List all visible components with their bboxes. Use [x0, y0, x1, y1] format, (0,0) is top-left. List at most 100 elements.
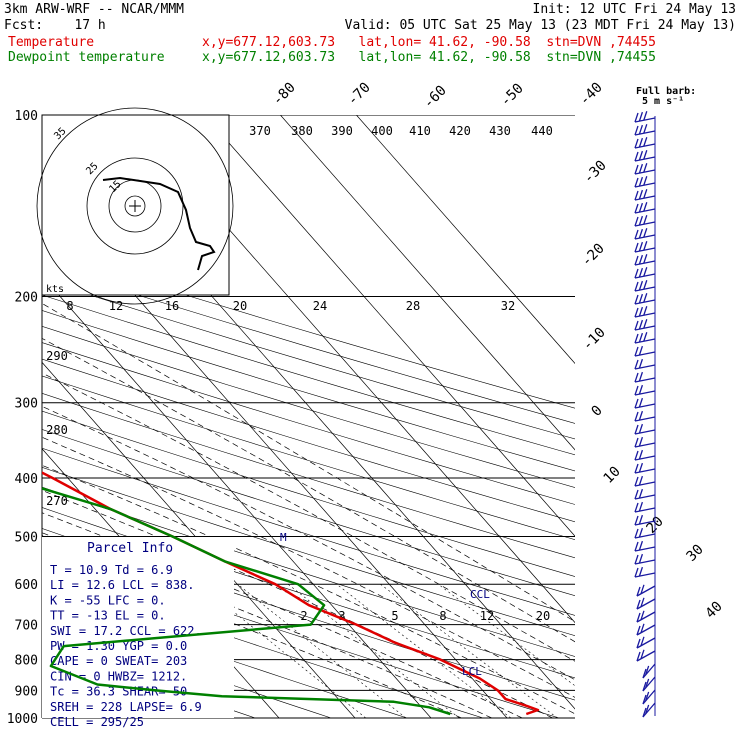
pressure-tick-label: 1000: [7, 712, 38, 727]
wind-barb-flag: [638, 267, 644, 278]
wind-barb-staff: [642, 702, 656, 718]
wind-barb: [634, 306, 656, 318]
isotherm-label: -20: [579, 241, 608, 270]
mixing-ratio-label: 24: [313, 299, 327, 313]
wind-barb-flag: [634, 164, 639, 175]
wind-barb-flag: [638, 163, 644, 174]
wind-barb-staff: [642, 676, 656, 692]
wind-barb: [634, 228, 656, 240]
moist-adiabat-line: [42, 464, 575, 715]
dry-adiabat-line: [42, 250, 575, 409]
wind-barb-staff: [634, 468, 656, 474]
wind-barb: [636, 623, 656, 636]
wind-barb-flag: [643, 163, 648, 173]
wind-barb-flag: [634, 554, 639, 565]
wind-barb: [634, 514, 656, 526]
wind-barb-staff: [636, 624, 656, 636]
isotherm-label: -10: [580, 325, 609, 354]
pressure-tick-label: 900: [15, 684, 38, 699]
wind-barb-staff: [634, 299, 656, 305]
wind-barb-flag: [638, 228, 644, 239]
wind-barb-flag: [645, 691, 650, 702]
wind-barb-flag: [634, 216, 639, 227]
wind-barb: [634, 501, 656, 513]
moist-adiabat-line: [42, 405, 575, 681]
wind-barb: [634, 488, 656, 500]
wind-barb-flag: [636, 651, 641, 662]
hodograph-ring: [36, 107, 234, 305]
wind-barb-flag: [643, 137, 648, 147]
dry-adiabat-line: [42, 572, 484, 718]
isotherm-label: -40: [577, 80, 606, 109]
mixing-ratio-line: [287, 583, 460, 718]
wind-barb-flag: [643, 280, 648, 290]
wind-barb: [634, 384, 656, 396]
dry-adiabat-label: 290: [46, 349, 68, 363]
wind-barb-staff: [634, 455, 656, 461]
mixing-ratio-label: 20: [233, 299, 247, 313]
wind-barb-flag: [634, 177, 639, 188]
mixing-ratio-label: 3: [338, 609, 345, 623]
wind-barb-flag: [638, 241, 644, 252]
wind-barb-flag: [638, 501, 644, 512]
wind-barb: [634, 371, 656, 383]
wind-barb-staff: [634, 351, 656, 357]
wind-barb-staff: [636, 611, 656, 623]
hodograph-inset: 15 25 35 kts: [36, 107, 234, 305]
dry-adiabat-label: 410: [409, 124, 431, 138]
parcel-info-row: T = 10.9 Td = 6.9: [50, 563, 173, 577]
wind-barb-staff: [634, 130, 656, 136]
wind-barb-staff: [634, 442, 656, 448]
hodograph-trace: [102, 176, 216, 271]
wind-barb-staff: [634, 390, 656, 396]
wind-barb-flag: [636, 586, 641, 597]
wind-barb-flag: [645, 704, 650, 715]
wind-barb-staff: [634, 312, 656, 318]
wind-barb-flag: [634, 255, 639, 266]
wind-barb: [642, 689, 656, 705]
wind-barb-flag: [634, 346, 639, 357]
dry-adiabat-label: 390: [331, 124, 353, 138]
wind-barb-flag: [642, 668, 647, 679]
hodograph-ring: [86, 157, 184, 255]
hodograph-ring: [124, 195, 146, 217]
wind-barb: [634, 540, 656, 552]
wind-barb: [634, 553, 656, 565]
wind-barb-flag: [634, 437, 639, 448]
wind-barb-flag: [643, 306, 648, 316]
wind-barb: [634, 410, 656, 422]
wind-barb-flag: [638, 293, 644, 304]
wind-barb-flag: [638, 449, 644, 460]
isotherm-label: 40: [703, 599, 726, 622]
dry-adiabat-line: [42, 467, 575, 636]
wind-barb-flag: [638, 137, 644, 148]
header-valid-time: Valid: 05 UTC Sat 25 May 13 (23 MDT Fri …: [344, 18, 736, 33]
dry-adiabat-line: [42, 279, 575, 440]
mixing-ratio-label: 32: [501, 299, 515, 313]
wind-barb-staff: [634, 234, 656, 240]
wind-barb: [634, 189, 656, 201]
mixing-ratio-label: 8: [66, 299, 73, 313]
legend-dewpoint-info: x,y=677.12,603.73 lat,lon= 41.62, -90.58…: [202, 50, 656, 65]
wind-barb-flag: [634, 359, 639, 370]
wind-barb-staff: [634, 208, 656, 214]
wind-barb: [634, 423, 656, 435]
wind-barb-flag: [634, 229, 639, 240]
wind-barb-flag: [638, 553, 644, 564]
wind-barb-flag: [643, 267, 648, 277]
parcel-info-row: Tc = 36.3 SHEAR= 50: [50, 685, 187, 699]
wind-barb: [634, 150, 656, 162]
wind-barb-flag: [638, 540, 644, 551]
mixing-ratio-line: [336, 583, 512, 718]
wind-barb: [642, 663, 656, 679]
wind-barb: [634, 124, 656, 136]
wind-barb-flag: [640, 597, 645, 608]
wind-barb-flag: [640, 636, 645, 647]
wind-barb-staff: [634, 286, 656, 292]
wind-barb-staff: [634, 520, 656, 526]
wind-barb-flag: [638, 176, 644, 187]
dry-adiabat-label: 440: [531, 124, 553, 138]
wind-barb-flag: [638, 566, 644, 577]
wind-barb-flag: [638, 488, 644, 499]
wind-barb-flag: [636, 599, 641, 610]
